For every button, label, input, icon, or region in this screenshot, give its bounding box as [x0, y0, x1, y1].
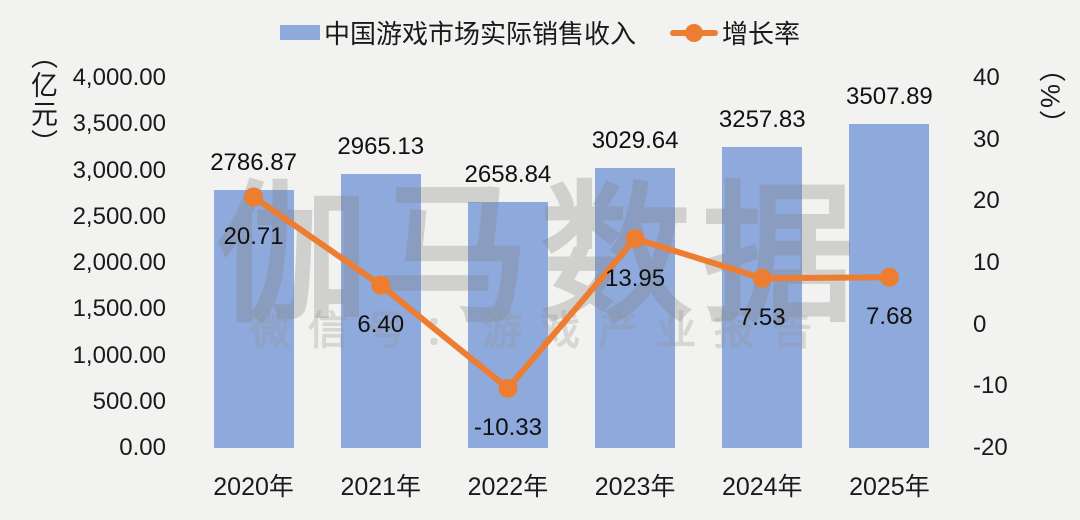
legend-item-growth: 增长率	[670, 14, 800, 51]
right-axis-tick: 10	[973, 249, 1000, 276]
line-point-2023年	[625, 229, 645, 249]
x-axis-label: 2025年	[849, 473, 930, 501]
left-axis-tick: 2,000.00	[72, 249, 166, 276]
left-axis-tick: 0.00	[119, 434, 166, 461]
left-axis-tick: 500.00	[92, 387, 166, 415]
right-axis-tick: -20	[973, 434, 1008, 461]
line-point-2024年	[752, 268, 772, 288]
right-axis-tick: 40	[973, 64, 1000, 91]
bar-value-label: 2658.84	[464, 161, 552, 189]
x-axis-label: 2022年	[467, 473, 549, 501]
growth-rate-label: -10.33	[473, 414, 542, 442]
plot-area: 2786.87 2965.13 2658.84 3029.64 3257.83 3507.…	[190, 78, 953, 448]
growth-rate-label: 13.95	[605, 264, 666, 292]
growth-rate-label: 7.68	[866, 303, 913, 331]
bar-value-label: 3029.64	[591, 126, 679, 154]
line-point-2025年	[879, 267, 899, 287]
line-point-2022年	[498, 378, 518, 398]
bar-value-label: 3507.89	[846, 82, 933, 110]
bar-2022年	[467, 202, 548, 448]
line-point-2021年	[371, 275, 391, 295]
line-point-2020年	[244, 187, 264, 207]
left-axis-tick: 2,500.00	[72, 202, 166, 230]
left-axis-tick: 3,000.00	[72, 156, 166, 184]
x-axis-label: 2023年	[594, 473, 676, 501]
left-axis-tick: 4,000.00	[72, 64, 166, 91]
left-axis-title: （亿元）	[27, 42, 57, 158]
x-axis-labels: 2020年 2021年 2022年 2023年 2024年 2025年	[190, 473, 953, 503]
line-series-marker-icon	[670, 23, 718, 42]
right-axis-tick: 20	[973, 187, 1000, 215]
left-axis-tick: 1,500.00	[72, 295, 166, 323]
bar-2024年	[722, 146, 803, 448]
growth-rate-line	[244, 187, 899, 398]
bar-series-swatch-icon	[279, 25, 320, 40]
right-axis-tick: 30	[973, 125, 1000, 153]
left-axis-tick: 3,500.00	[72, 110, 166, 138]
legend: 中国游戏市场实际销售收入 增长率	[0, 14, 1080, 51]
x-axis-label: 2024年	[721, 473, 803, 501]
left-axis-ticks: 4,000.00 3,500.00 3,000.00 2,500.00 2,000.00…	[38, 64, 166, 461]
bar-2021年	[340, 173, 421, 448]
bar-value-label: 3257.83	[718, 105, 806, 133]
growth-rate-label: 6.40	[357, 311, 405, 339]
right-axis-ticks: 40 30 20 10 0 -10 -20	[973, 64, 1053, 461]
right-axis-tick: -10	[973, 372, 1008, 400]
x-axis-label: 2021年	[340, 473, 422, 501]
growth-rate-label: 7.53	[738, 304, 786, 332]
legend-label-growth: 增长率	[722, 19, 801, 49]
legend-label-revenue: 中国游戏市场实际销售收入	[323, 19, 636, 49]
bar-value-label: 2786.87	[210, 149, 297, 177]
growth-rate-label: 20.71	[223, 222, 284, 250]
legend-item-revenue: 中国游戏市场实际销售收入	[279, 14, 636, 51]
bar-2020年	[213, 190, 294, 448]
bar-value-label: 2965.13	[337, 132, 425, 160]
right-axis-title: （%）	[1035, 55, 1065, 140]
bar-2023年	[595, 167, 676, 448]
x-axis-label: 2020年	[213, 473, 294, 501]
right-axis-tick: 0	[973, 310, 987, 338]
left-axis-tick: 1,000.00	[72, 341, 166, 369]
